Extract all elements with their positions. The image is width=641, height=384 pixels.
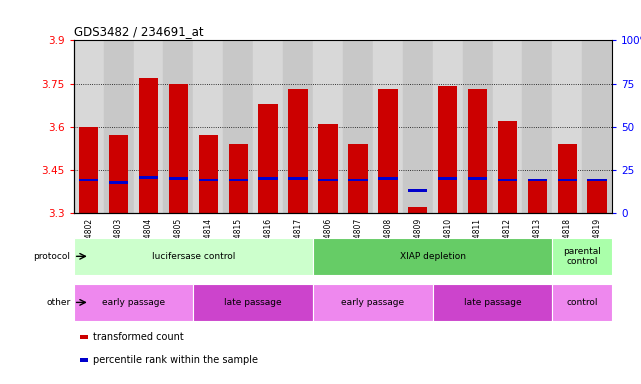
Bar — [378, 177, 397, 180]
Bar — [74, 284, 194, 321]
Bar — [138, 78, 158, 213]
Bar — [109, 182, 128, 184]
Bar — [109, 135, 128, 213]
Bar — [433, 284, 553, 321]
Bar — [74, 238, 313, 275]
Bar — [258, 177, 278, 180]
Text: XIAP depletion: XIAP depletion — [400, 252, 465, 261]
Text: late passage: late passage — [224, 298, 282, 307]
Bar — [553, 238, 612, 275]
Bar — [288, 89, 308, 213]
Bar — [228, 179, 248, 181]
Bar — [433, 40, 463, 213]
Bar — [223, 40, 253, 213]
Bar — [497, 121, 517, 213]
Bar — [463, 40, 492, 213]
Bar — [553, 284, 612, 321]
Bar — [373, 40, 403, 213]
Bar — [378, 89, 397, 213]
Text: early passage: early passage — [102, 298, 165, 307]
Bar — [133, 40, 163, 213]
Bar — [408, 207, 428, 213]
Bar — [313, 284, 433, 321]
Text: parental
control: parental control — [563, 247, 601, 266]
Bar — [438, 86, 457, 213]
Bar — [528, 179, 547, 213]
Text: control: control — [567, 298, 598, 307]
Bar — [582, 40, 612, 213]
Bar — [587, 179, 607, 181]
Bar — [492, 40, 522, 213]
Text: late passage: late passage — [463, 298, 521, 307]
Bar — [313, 40, 343, 213]
Bar — [403, 40, 433, 213]
Text: transformed count: transformed count — [93, 332, 184, 342]
Bar — [343, 40, 373, 213]
Bar — [163, 40, 194, 213]
Bar — [318, 179, 338, 181]
Text: early passage: early passage — [341, 298, 404, 307]
Bar — [228, 144, 248, 213]
Bar — [318, 124, 338, 213]
Bar — [348, 179, 368, 181]
Bar — [553, 40, 582, 213]
Bar — [587, 179, 607, 213]
Bar — [199, 179, 218, 181]
Text: lucifersase control: lucifersase control — [152, 252, 235, 261]
Bar — [468, 89, 487, 213]
Bar — [528, 179, 547, 181]
Text: percentile rank within the sample: percentile rank within the sample — [93, 355, 258, 365]
Bar — [258, 104, 278, 213]
Bar — [438, 177, 457, 180]
Bar — [253, 40, 283, 213]
Bar — [169, 83, 188, 213]
Bar — [348, 144, 368, 213]
Bar — [138, 175, 158, 179]
Text: protocol: protocol — [33, 252, 71, 261]
Bar — [558, 144, 577, 213]
Bar — [79, 179, 99, 181]
Bar — [169, 177, 188, 180]
Bar — [283, 40, 313, 213]
Bar — [468, 177, 487, 180]
Text: other: other — [46, 298, 71, 307]
Bar — [497, 179, 517, 181]
Bar — [522, 40, 553, 213]
Bar — [199, 135, 218, 213]
Bar — [104, 40, 133, 213]
Bar — [79, 127, 99, 213]
Bar — [74, 40, 104, 213]
Bar — [408, 189, 428, 192]
Bar — [194, 284, 313, 321]
Bar — [558, 179, 577, 181]
Text: GDS3482 / 234691_at: GDS3482 / 234691_at — [74, 25, 203, 38]
Bar — [194, 40, 223, 213]
Bar — [313, 238, 553, 275]
Bar — [288, 177, 308, 180]
